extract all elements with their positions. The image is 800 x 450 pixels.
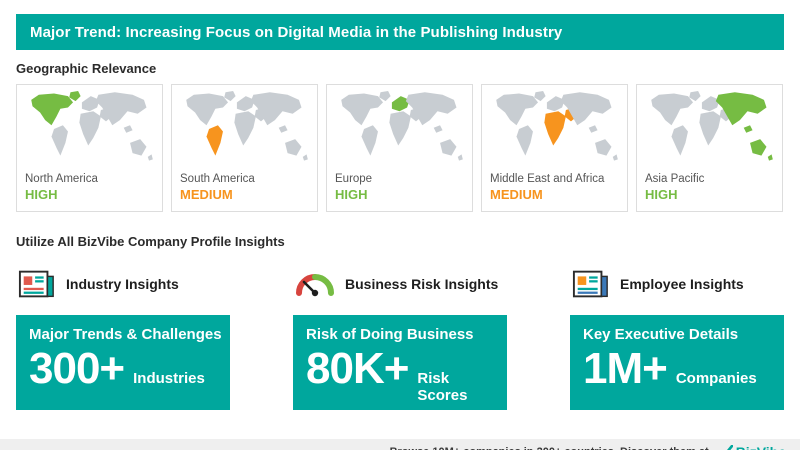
- geographic-section-label: Geographic Relevance: [16, 61, 157, 76]
- insight-box-risk: Risk of Doing Business 80K+ Risk Scores: [293, 315, 507, 410]
- insight-headline: Major Trends & Challenges: [29, 326, 222, 343]
- insight-title: Business Risk Insights: [345, 276, 499, 292]
- insight-big-number: 80K+: [306, 344, 409, 393]
- region-card-north-america: North America HIGH: [16, 84, 163, 212]
- page-title: Major Trend: Increasing Focus on Digital…: [30, 23, 563, 41]
- insight-title: Employee Insights: [620, 276, 744, 292]
- insight-big-suffix: Companies: [675, 370, 757, 387]
- insight-big-number: 300+: [29, 344, 125, 393]
- region-card-europe: Europe HIGH: [326, 84, 473, 212]
- risk-gauge-icon: [296, 274, 334, 297]
- insight-header: Industry Insights: [16, 263, 230, 305]
- insight-headline: Risk of Doing Business: [306, 326, 474, 343]
- check-icon: [726, 444, 733, 450]
- world-map-middle-east-africa-icon: [496, 91, 618, 161]
- region-card-south-america: South America MEDIUM: [171, 84, 318, 212]
- insights-section-label: Utilize All BizVibe Company Profile Insi…: [16, 234, 285, 249]
- insight-big-suffix: Risk Scores: [417, 370, 468, 404]
- region-name: Asia Pacific: [645, 173, 705, 185]
- insight-header: Employee Insights: [570, 263, 784, 305]
- insight-header: Business Risk Insights: [293, 263, 507, 305]
- region-name: Middle East and Africa: [490, 173, 605, 185]
- region-name: North America: [25, 173, 98, 185]
- region-card-middle-east-africa: Middle East and Africa MEDIUM: [481, 84, 628, 212]
- world-map-asia-pacific-icon: [651, 91, 773, 161]
- region-rating: MEDIUM: [180, 187, 233, 202]
- world-map-south-america-icon: [186, 91, 308, 161]
- insight-column-industry: Industry Insights Major Trends & Challen…: [16, 263, 230, 410]
- insight-column-risk: Business Risk Insights Risk of Doing Bus…: [293, 263, 507, 410]
- region-rating: HIGH: [25, 187, 58, 202]
- insight-box-industry: Major Trends & Challenges 300+ Industrie…: [16, 315, 230, 410]
- insight-column-employee: Employee Insights Key Executive Details …: [570, 263, 784, 410]
- region-name: Europe: [335, 173, 373, 185]
- region-card-row: North America HIGH South America MEDIUM …: [16, 84, 784, 212]
- region-rating: MEDIUM: [490, 187, 543, 202]
- insight-box-employee: Key Executive Details 1M+ Companies: [570, 315, 784, 410]
- world-map-north-america-icon: [31, 91, 153, 161]
- employee-insights-icon: [572, 270, 608, 298]
- region-rating: HIGH: [645, 187, 678, 202]
- insight-big-suffix: Industries: [133, 370, 205, 387]
- industry-insights-icon: [18, 270, 54, 298]
- insight-headline: Key Executive Details: [583, 326, 739, 343]
- header-banner: Major Trend: Increasing Focus on Digital…: [16, 14, 784, 50]
- bizvibe-logo[interactable]: BizVibe: [717, 444, 786, 450]
- infographic: Major Trend: Increasing Focus on Digital…: [0, 14, 800, 450]
- region-name: South America: [180, 173, 255, 185]
- region-card-asia-pacific: Asia Pacific HIGH: [636, 84, 783, 212]
- region-rating: HIGH: [335, 187, 368, 202]
- insight-title: Industry Insights: [66, 276, 179, 292]
- footer-text: Browse 10M+ companies in 200+ countries.…: [390, 446, 709, 450]
- world-map-europe-icon: [341, 91, 463, 161]
- brand-name: BizVibe: [736, 444, 786, 450]
- footer-band: Browse 10M+ companies in 200+ countries.…: [0, 439, 800, 450]
- insight-big-number: 1M+: [583, 344, 668, 393]
- insights-row: Industry Insights Major Trends & Challen…: [16, 263, 784, 410]
